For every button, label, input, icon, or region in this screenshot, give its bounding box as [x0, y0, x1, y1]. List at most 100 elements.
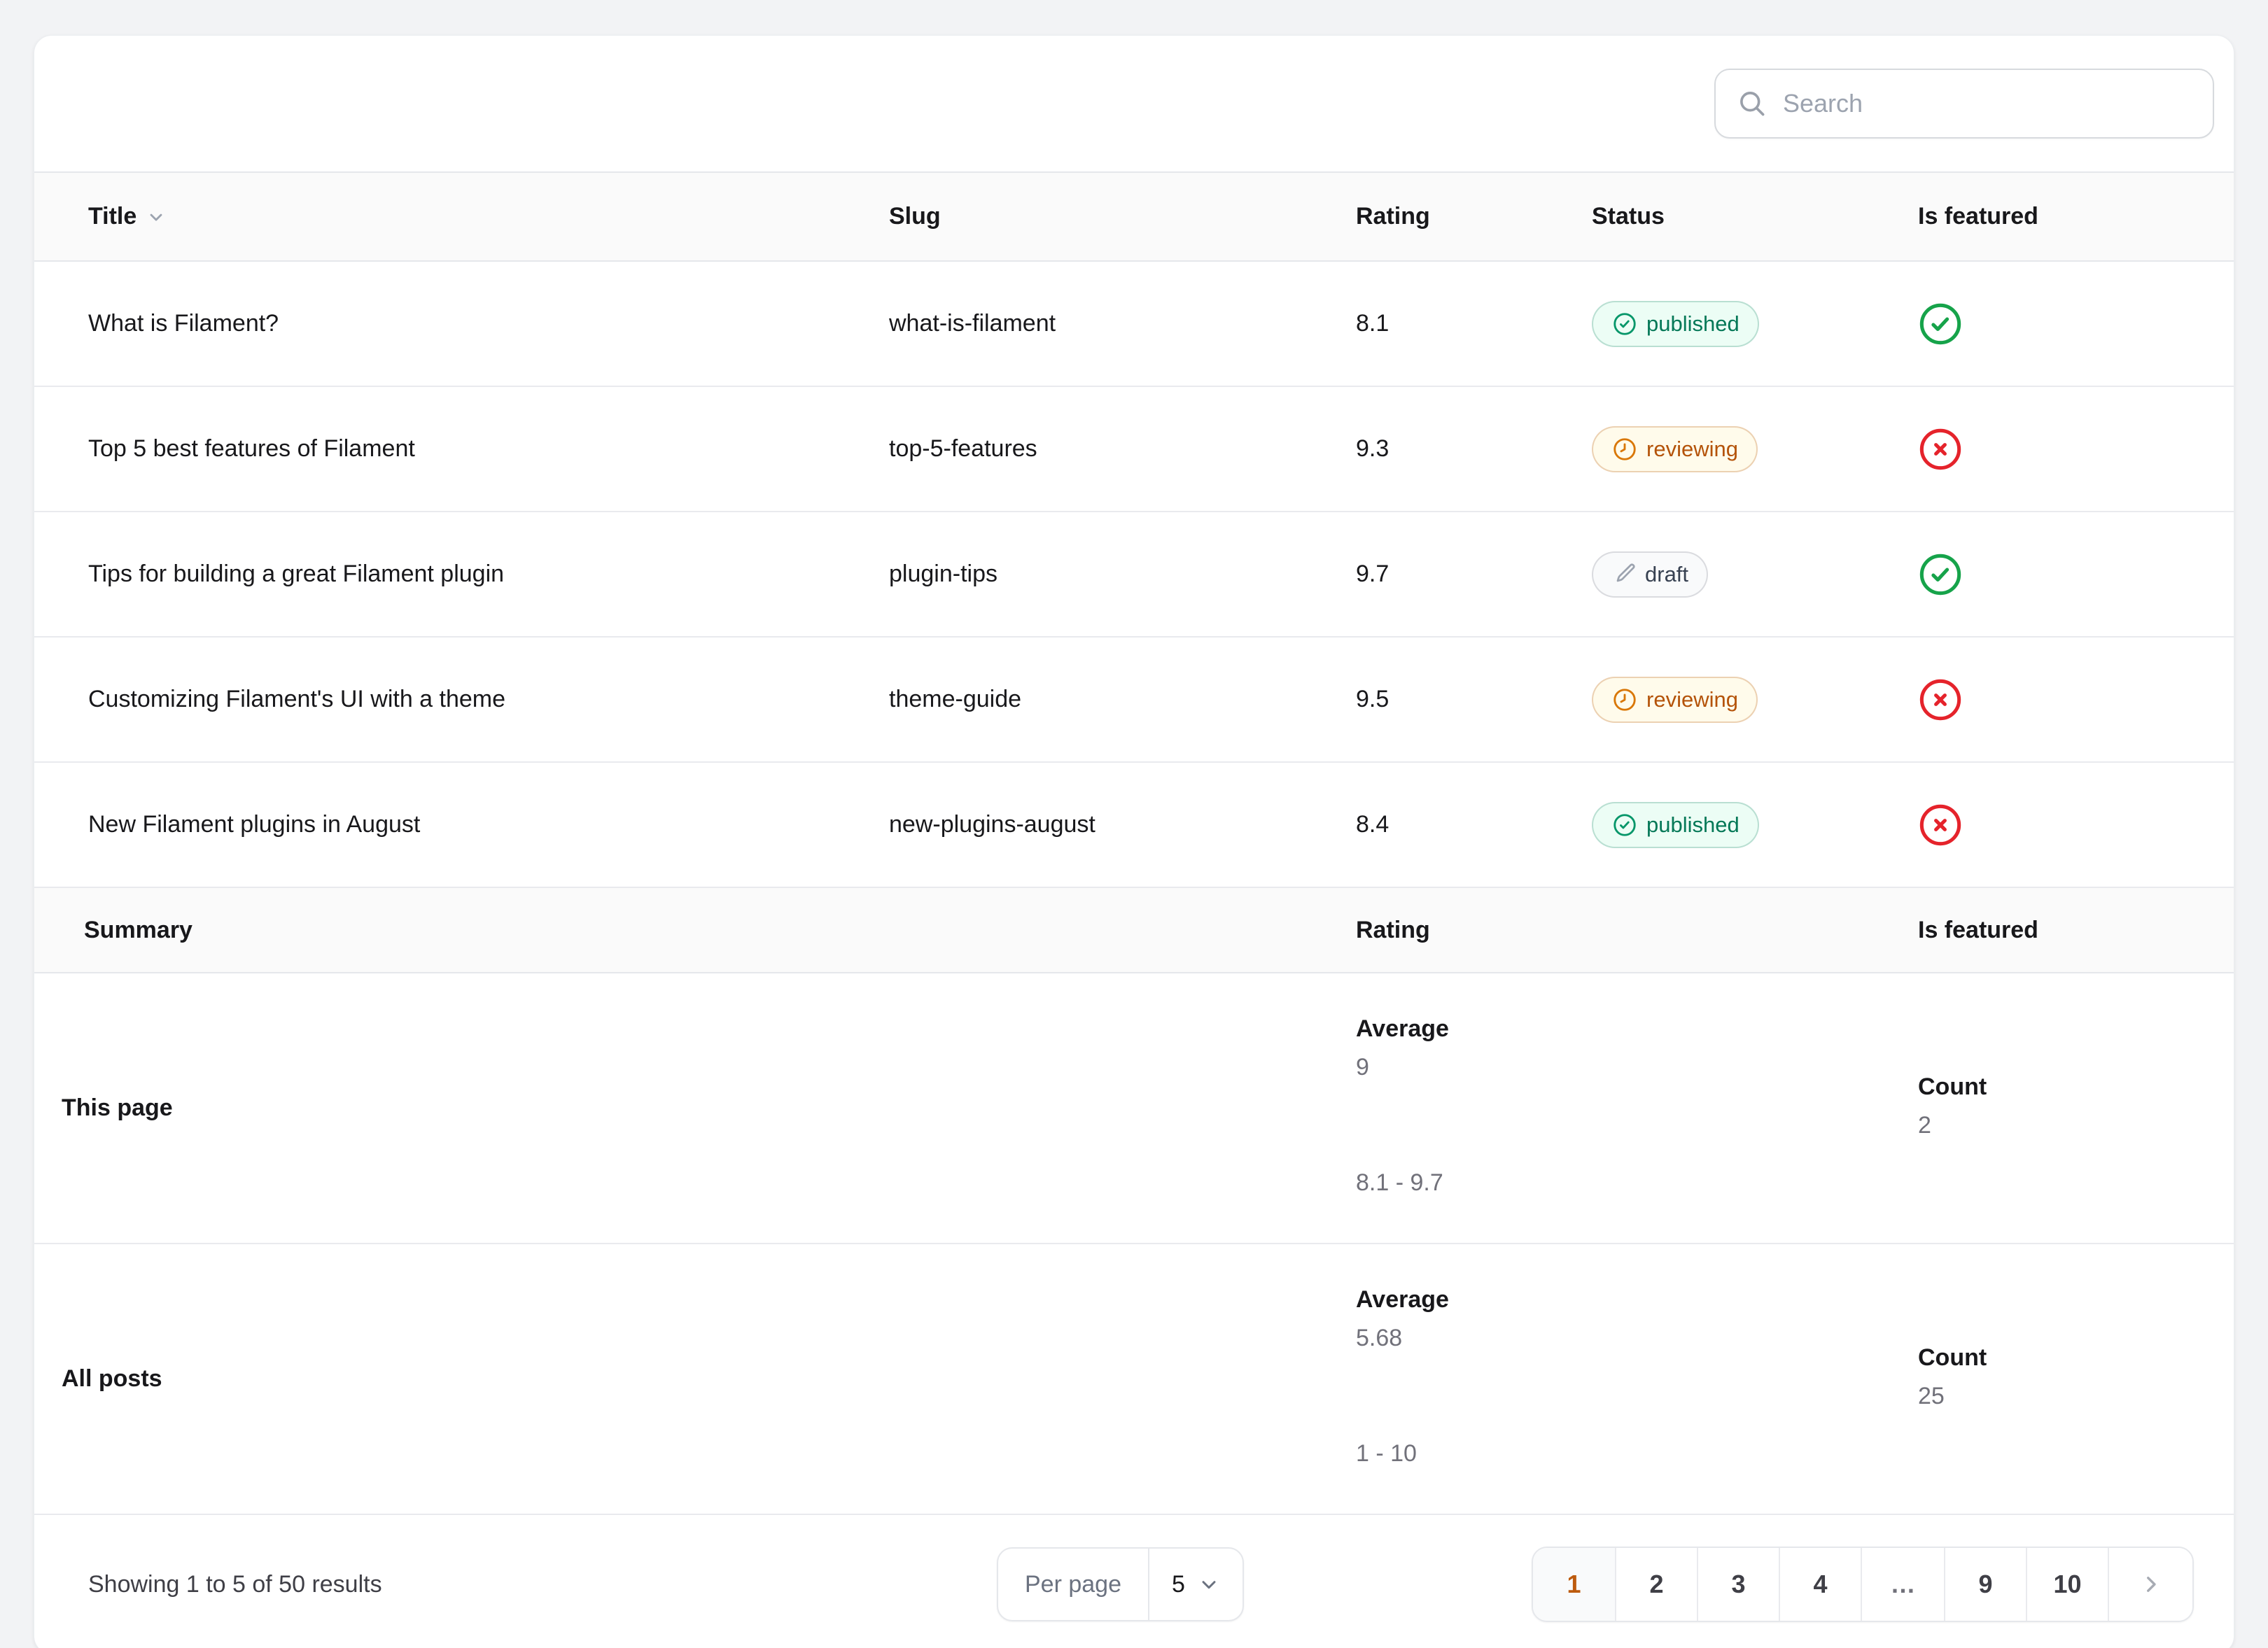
chevron-down-icon	[1202, 1581, 1216, 1589]
table-row[interactable]: Top 5 best features of Filament top-5-fe…	[34, 387, 2234, 512]
cell-rating: 8.4	[1356, 811, 1390, 838]
next-page-button[interactable]	[2108, 1548, 2192, 1621]
table-row[interactable]: New Filament plugins in August new-plugi…	[34, 763, 2234, 888]
cell-status: published	[1592, 300, 1918, 347]
count-summarizer: Count 2	[1918, 1073, 2234, 1139]
summary-rows: This page Average 9 8.1 - 9.7 Count 2	[34, 973, 2234, 1515]
featured-false-x-circle-icon	[1919, 804, 1961, 845]
count-summarizer: Count 25	[1918, 1344, 2234, 1410]
cell-rating: 8.1	[1356, 310, 1390, 337]
featured-false-x-circle-icon	[1919, 679, 1961, 720]
average-label: Average	[1356, 1015, 1449, 1042]
average-summarizer: Average 9	[1356, 1015, 1592, 1081]
cell-slug: top-5-features	[889, 435, 1037, 462]
featured-false-x-circle-icon	[1919, 428, 1961, 470]
column-header-status: Status	[1592, 203, 1665, 230]
page-button[interactable]: 9	[1944, 1548, 2026, 1621]
table-row[interactable]: Customizing Filament's UI with a theme t…	[34, 638, 2234, 763]
pencil-icon	[1616, 563, 1635, 582]
column-header-title[interactable]: Title	[34, 203, 889, 230]
per-page-label: Per page	[1025, 1570, 1121, 1598]
featured-true-check-circle-icon	[1919, 303, 1961, 344]
summary-header-rating: Rating	[1356, 916, 1430, 943]
summary-header-label: Summary	[84, 916, 192, 943]
cell-is-featured	[1918, 427, 2234, 472]
summary-header-is-featured: Is featured	[1918, 916, 2038, 943]
cell-slug: what-is-filament	[889, 310, 1056, 337]
search-icon	[1740, 92, 1765, 116]
table-card: Search Title Slug Rating Status Is featu…	[34, 35, 2234, 1648]
cell-title: Tips for building a great Filament plugi…	[88, 561, 505, 587]
search-placeholder: Search	[1783, 89, 1863, 118]
table-row[interactable]: Tips for building a great Filament plugi…	[34, 512, 2234, 638]
table-header-row: Title Slug Rating Status Is featured	[34, 171, 2234, 262]
cell-is-featured	[1918, 302, 2234, 346]
clock-icon	[1614, 437, 1636, 460]
summary-row-label: This page	[62, 1094, 173, 1121]
range-value: 8.1 - 9.7	[1356, 1169, 1443, 1196]
cell-slug: new-plugins-august	[889, 811, 1096, 838]
cell-title: Customizing Filament's UI with a theme	[88, 686, 506, 712]
page-ellipsis: …	[1861, 1548, 1944, 1621]
featured-true-check-circle-icon	[1919, 554, 1961, 595]
cell-title: Top 5 best features of Filament	[88, 435, 415, 462]
count-value: 2	[1918, 1111, 1931, 1139]
results-summary-text: Showing 1 to 5 of 50 results	[88, 1570, 382, 1598]
cell-slug: plugin-tips	[889, 561, 997, 587]
count-label: Count	[1918, 1073, 1987, 1100]
cell-rating: 9.3	[1356, 435, 1390, 462]
clock-icon	[1614, 688, 1636, 711]
status-badge-published: published	[1592, 801, 1759, 848]
average-summarizer: Average 5.68	[1356, 1286, 1592, 1352]
cell-is-featured	[1918, 803, 2234, 847]
cell-status: reviewing	[1592, 425, 1918, 472]
cell-title: New Filament plugins in August	[88, 811, 421, 838]
page-button[interactable]: 2	[1615, 1548, 1697, 1621]
page-button[interactable]: 3	[1697, 1548, 1779, 1621]
page-button[interactable]: 1	[1533, 1548, 1615, 1621]
per-page-value[interactable]: 5	[1148, 1549, 1242, 1620]
summary-row-label: All posts	[62, 1365, 162, 1392]
rating-summary-cell: Average 9 8.1 - 9.7	[1356, 973, 1592, 1243]
cell-status: published	[1592, 801, 1918, 848]
status-badge-draft: draft	[1592, 551, 1709, 598]
table-row[interactable]: What is Filament? what-is-filament 8.1 p…	[34, 262, 2234, 387]
status-badge-published: published	[1592, 300, 1759, 347]
cell-status: reviewing	[1592, 676, 1918, 723]
table-footer: Showing 1 to 5 of 50 results Per page 5 …	[34, 1515, 2234, 1648]
cell-is-featured	[1918, 677, 2234, 722]
cell-rating: 9.7	[1356, 561, 1390, 587]
summary-row: All posts Average 5.68 1 - 10 Count 25	[34, 1244, 2234, 1515]
featured-summary-cell: Count 25	[1918, 1244, 2234, 1514]
column-header-rating: Rating	[1356, 203, 1430, 230]
column-header-slug: Slug	[889, 203, 941, 230]
average-value: 9	[1356, 1054, 1369, 1080]
cell-title: What is Filament?	[88, 310, 279, 337]
check-circle-icon	[1614, 813, 1636, 836]
cell-rating: 9.5	[1356, 686, 1390, 712]
check-circle-icon	[1614, 312, 1636, 335]
search-input[interactable]: Search	[1714, 69, 2214, 139]
column-header-is-featured: Is featured	[1918, 203, 2038, 230]
pagination: 1 2 3 4 … 9 10	[1532, 1547, 2194, 1622]
range-value: 1 - 10	[1356, 1440, 1417, 1467]
table-body: What is Filament? what-is-filament 8.1 p…	[34, 262, 2234, 888]
count-value: 25	[1918, 1382, 1945, 1409]
sort-chevron-down-icon	[150, 213, 162, 220]
featured-summary-cell: Count 2	[1918, 973, 2234, 1243]
per-page-select[interactable]: Per page 5	[997, 1547, 1244, 1621]
status-badge-reviewing: reviewing	[1592, 676, 1758, 723]
summary-row: This page Average 9 8.1 - 9.7 Count 2	[34, 973, 2234, 1244]
table-toolbar: Search	[34, 36, 2234, 171]
count-label: Count	[1918, 1344, 1987, 1371]
cell-is-featured	[1918, 552, 2234, 597]
average-value: 5.68	[1356, 1325, 1403, 1351]
page-button[interactable]: 10	[2026, 1548, 2108, 1621]
rating-summary-cell: Average 5.68 1 - 10	[1356, 1244, 1592, 1514]
status-badge-reviewing: reviewing	[1592, 425, 1758, 472]
cell-slug: theme-guide	[889, 686, 1022, 712]
cell-status: draft	[1592, 551, 1918, 598]
average-label: Average	[1356, 1286, 1449, 1313]
summary-header-row: Summary Rating Is featured	[34, 888, 2234, 973]
page-button[interactable]: 4	[1779, 1548, 1861, 1621]
